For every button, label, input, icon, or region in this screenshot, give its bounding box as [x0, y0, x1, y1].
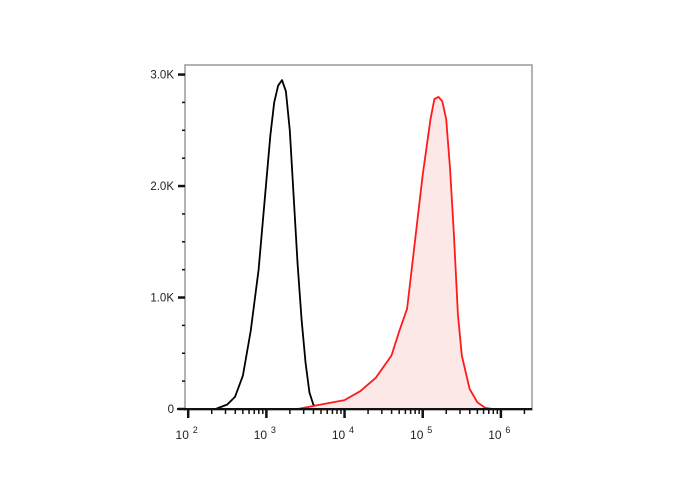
x-tick-exponent: 5 — [427, 425, 432, 435]
x-tick-label: 10 — [176, 428, 190, 442]
series-line-1 — [297, 96, 494, 410]
x-tick-exponent: 2 — [193, 425, 198, 435]
y-tick-label: 1.0K — [150, 293, 174, 305]
x-tick-exponent: 4 — [349, 425, 354, 435]
x-tick-label: 10 — [332, 428, 346, 442]
series-layer — [215, 79, 494, 410]
x-tick-exponent: 3 — [271, 425, 276, 435]
series-line-0 — [215, 79, 322, 410]
series-fill-1 — [297, 96, 494, 410]
x-axis: 10 2 10 3 10 4 10 5 10 6 — [176, 408, 532, 442]
y-axis: 0 1.0K 2.0K 3.0K — [150, 70, 185, 416]
plot-frame — [184, 64, 533, 411]
x-tick-label: 10 — [488, 428, 502, 442]
y-tick-label: 3.0K — [150, 70, 174, 82]
x-tick-exponent: 6 — [505, 425, 510, 435]
y-tick-label: 2.0K — [150, 181, 174, 193]
x-tick-label: 10 — [410, 428, 424, 442]
x-tick-label: 10 — [254, 428, 268, 442]
y-tick-label: 0 — [168, 404, 174, 416]
